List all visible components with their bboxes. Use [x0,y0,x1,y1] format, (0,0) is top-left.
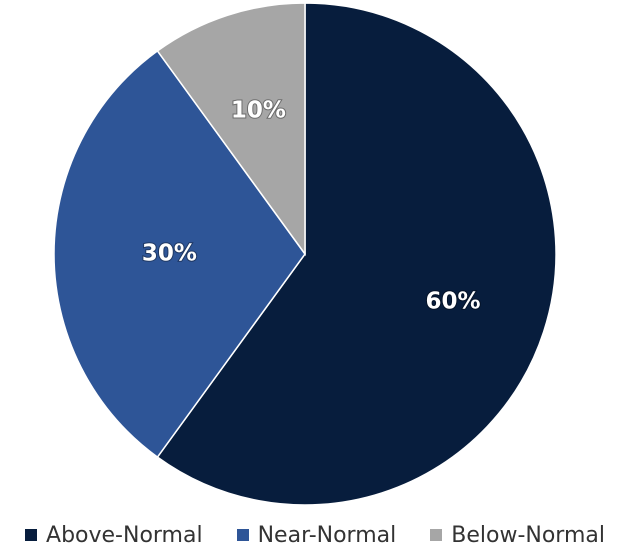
data-label-below-normal: 10% [231,97,286,123]
data-label-near-normal: 30% [142,241,197,267]
legend-label-below-normal: Below-Normal [451,522,605,548]
pie-slice-above-normal [156,2,557,506]
legend-swatch-near-normal [236,529,249,541]
data-label-above-normal: 60% [425,289,480,315]
legend-label-above-normal: Above-Normal [46,522,203,548]
legend-item-below-normal: Below-Normal [430,523,605,548]
pie-slice-near-normal [53,49,306,459]
legend-label-near-normal: Near-Normal [257,522,397,548]
pie-slice-below-normal [156,2,306,257]
pie-plot-area: 60% 30% 10% [53,2,557,506]
legend: Above-Normal Near-Normal Below-Normal [0,520,630,550]
legend-swatch-above-normal [25,529,38,541]
legend-item-near-normal: Near-Normal [236,522,397,548]
legend-swatch-below-normal [430,529,443,541]
legend-item-above-normal: Above-Normal [25,523,203,548]
